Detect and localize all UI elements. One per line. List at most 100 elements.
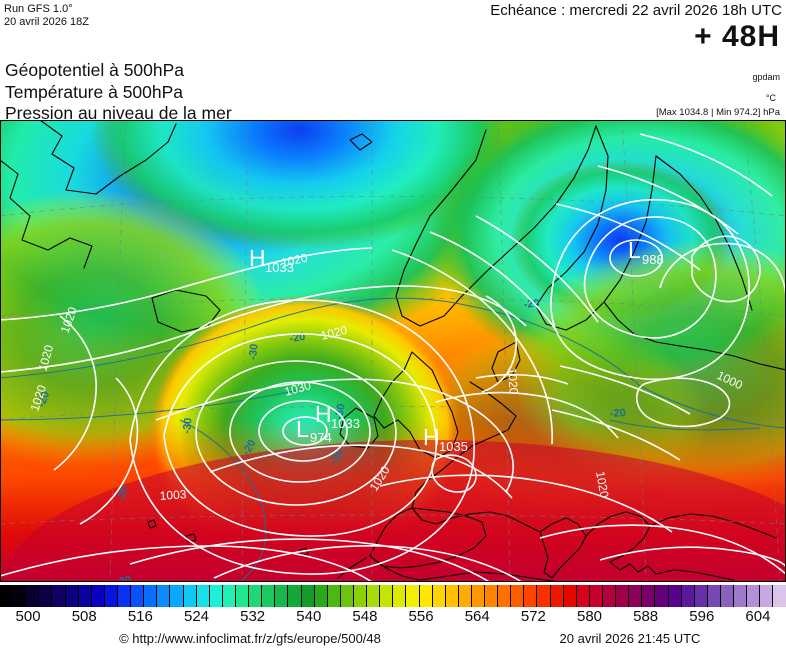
colorbar-swatch xyxy=(772,585,786,607)
colorbar-swatch xyxy=(0,585,13,607)
colorbar-swatch xyxy=(261,585,275,607)
svg-text:1020: 1020 xyxy=(593,470,611,499)
colorbar-tick: 500 xyxy=(15,608,41,625)
pressure-center-h-1035-britain: H 1035 xyxy=(423,424,468,454)
colorbar-swatch xyxy=(103,585,117,607)
colorbar-swatch xyxy=(759,585,773,607)
colorbar-swatch xyxy=(405,585,419,607)
colorbar-tick: 556 xyxy=(408,608,434,625)
colorbar-swatch xyxy=(444,585,458,607)
colorbar-swatch xyxy=(641,585,655,607)
pressure-centers-layer: H 1033 H 1033 H 1035 H 1016 L 974 xyxy=(249,237,664,454)
lead-time-label: + 48H xyxy=(694,20,780,53)
svg-text:1033: 1033 xyxy=(265,260,294,275)
colorbar-swatch xyxy=(706,585,721,607)
svg-text:988: 988 xyxy=(642,252,664,267)
pressure-center-l-974-atlantic: L 974 xyxy=(296,416,332,445)
svg-text:1033: 1033 xyxy=(331,416,360,431)
colorbar-swatch xyxy=(497,585,511,607)
colorbar-tick: 532 xyxy=(240,608,266,625)
colorbar-swatch xyxy=(195,585,209,607)
graticule-layer xyxy=(0,120,786,582)
colorbar-tick: 604 xyxy=(745,608,771,625)
colorbar-tick: 596 xyxy=(689,608,715,625)
svg-text:H: H xyxy=(423,424,440,450)
model-run-info: Run GFS 1.0° 20 avril 2026 18Z xyxy=(4,3,89,28)
colorbar-tick: 508 xyxy=(71,608,97,625)
svg-text:H: H xyxy=(315,401,332,427)
colorbar-swatch xyxy=(746,585,760,607)
svg-text:-30: -30 xyxy=(333,403,348,421)
colorbar-swatch xyxy=(143,585,157,607)
colorbar-swatch xyxy=(418,585,432,607)
colorbar-swatch xyxy=(628,585,642,607)
colorbar-swatch xyxy=(470,585,485,607)
unit-temperature: °C xyxy=(765,93,776,103)
svg-text:-20: -20 xyxy=(114,574,132,582)
svg-text:-30: -30 xyxy=(247,343,261,360)
colorbar-swatch xyxy=(562,585,576,607)
chart-title-block: Géopotentiel à 500hPa Température à 500h… xyxy=(5,60,232,125)
colorbar-swatch xyxy=(64,585,78,607)
svg-text:1003: 1003 xyxy=(159,487,187,503)
colorbar-swatch xyxy=(602,585,616,607)
colorbar-tick: 524 xyxy=(183,608,210,625)
svg-text:-20: -20 xyxy=(610,407,627,420)
title-geopotential: Géopotentiel à 500hPa xyxy=(5,60,185,80)
svg-text:-30: -30 xyxy=(181,417,195,434)
forecast-valid-time: Echéance : mercredi 22 avril 2026 18h UT… xyxy=(490,2,782,19)
colorbar-tick-labels: 500 508 516 524 532 540 548 556 564 572 580 588 596 6… xyxy=(0,608,786,630)
colorbar-swatch xyxy=(733,585,747,607)
source-url[interactable]: © http://www.infoclimat.fr/z/gfs/europe/… xyxy=(119,631,381,646)
pressure-center-l-988-scandinavia: L 988 xyxy=(628,237,664,267)
colorbar-tick: 516 xyxy=(127,608,153,625)
geopotential-colorbar xyxy=(0,585,786,607)
colorbar-swatch xyxy=(130,585,144,607)
colorbar-swatch xyxy=(693,585,707,607)
colorbar-swatch xyxy=(339,585,353,607)
svg-text:1020: 1020 xyxy=(280,251,309,270)
colorbar-swatch xyxy=(588,585,603,607)
svg-text:-20: -20 xyxy=(289,331,306,345)
colorbar-swatch xyxy=(352,585,367,607)
pressure-center-h-1033-greenland: H 1033 xyxy=(249,245,294,275)
colorbar-swatch xyxy=(182,585,196,607)
colorbar-tick: 548 xyxy=(352,608,378,625)
colorbar-swatch xyxy=(300,585,314,607)
weather-map[interactable]: -20 -20 -20 -20 -20 -20 -30 -30 -20 -20 … xyxy=(0,120,786,582)
colorbar-swatch xyxy=(379,585,393,607)
title-temperature: Température à 500hPa xyxy=(5,81,184,102)
svg-text:-20: -20 xyxy=(36,390,53,409)
svg-text:H: H xyxy=(249,245,266,271)
colorbar-swatch xyxy=(77,585,91,607)
colorbar-swatch xyxy=(90,585,104,607)
map-canvas: -20 -20 -20 -20 -20 -20 -30 -30 -20 -20 … xyxy=(0,120,786,582)
colorbar-swatch xyxy=(287,585,301,607)
colorbar-swatch xyxy=(510,585,524,607)
colorbar-swatch xyxy=(392,585,406,607)
colorbar-swatch xyxy=(523,585,537,607)
colorbar-swatch xyxy=(38,585,52,607)
colorbar-tick: 564 xyxy=(464,608,490,625)
colorbar-swatch xyxy=(720,585,734,607)
colorbar-tick: 540 xyxy=(296,608,322,625)
colorbar-swatch xyxy=(366,585,380,607)
colorbar-swatch xyxy=(575,585,589,607)
svg-text:1020: 1020 xyxy=(505,367,521,395)
colorbar-swatch xyxy=(169,585,183,607)
colorbar-swatch xyxy=(457,585,471,607)
title-mslp: Pression au niveau de la mer xyxy=(5,103,232,123)
colorbar-swatch xyxy=(248,585,262,607)
colorbar-swatch xyxy=(12,585,26,607)
mslp-min-max: [Max 1034.8 | Min 974.2] hPa xyxy=(656,107,780,118)
colorbar-swatch xyxy=(431,585,445,607)
unit-geopotential: gpdam xyxy=(752,72,780,82)
colorbar-swatch xyxy=(680,585,694,607)
svg-text:1035: 1035 xyxy=(439,439,468,454)
generation-timestamp: 20 avril 2026 21:45 UTC xyxy=(559,631,701,646)
colorbar-swatch xyxy=(51,585,65,607)
colorbar-tick: 572 xyxy=(520,608,546,625)
svg-text:1020: 1020 xyxy=(319,323,349,343)
svg-text:974: 974 xyxy=(310,430,332,445)
